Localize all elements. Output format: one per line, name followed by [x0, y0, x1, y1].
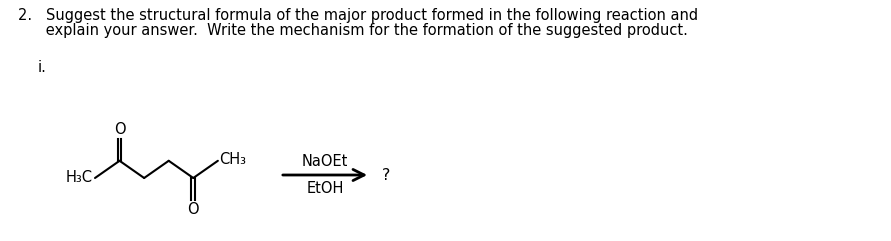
Text: H₃C: H₃C [66, 170, 93, 186]
Text: i.: i. [38, 60, 47, 75]
Text: 2.   Suggest the structural formula of the major product formed in the following: 2. Suggest the structural formula of the… [18, 8, 699, 23]
Text: O: O [114, 122, 126, 137]
Text: O: O [187, 202, 199, 217]
Text: NaOEt: NaOEt [302, 154, 348, 169]
Text: EtOH: EtOH [307, 181, 344, 196]
Text: ?: ? [382, 167, 390, 182]
Text: CH₃: CH₃ [219, 152, 246, 167]
Text: explain your answer.  Write the mechanism for the formation of the suggested pro: explain your answer. Write the mechanism… [18, 23, 688, 38]
